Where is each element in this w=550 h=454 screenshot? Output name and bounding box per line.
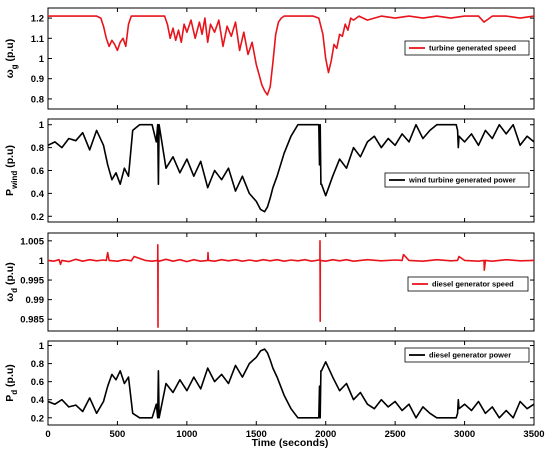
x-tick-label: 1000 — [176, 429, 197, 440]
series-line-1 — [47, 240, 535, 328]
legend: diesel generator speed — [407, 276, 529, 292]
y-tick-label: 0.995 — [20, 276, 44, 287]
y-tick-label: 1 — [39, 341, 45, 352]
y-tick-label: 1 — [39, 54, 45, 65]
legend-box — [384, 172, 530, 188]
y-tick-label: 0.2 — [31, 212, 44, 223]
y-tick-label: 0.4 — [31, 395, 45, 406]
legend-label: turbine generated speed — [429, 44, 517, 53]
x-tick-label: 3500 — [523, 429, 544, 440]
legend-label: wind turbine generated power — [408, 176, 516, 185]
y-tick-label: 1.005 — [20, 236, 44, 247]
x-tick-label: 1500 — [246, 429, 267, 440]
y-tick-label: 0.8 — [31, 143, 44, 154]
y-tick-label: 1 — [39, 120, 45, 131]
y-tick-label: 1 — [39, 256, 45, 267]
y-axis-label: ωd (p.u) — [4, 262, 19, 301]
series-line-1 — [48, 15, 535, 96]
panel-2: 0.2 0.4 0.6 0.8 1 Pwind (p.u) wind turbine gen… — [4, 118, 535, 223]
legend-box — [404, 40, 530, 56]
legend-box — [407, 276, 529, 292]
x-tick-label: 500 — [109, 429, 125, 440]
y-axis-label: Pd (p.u) — [4, 364, 19, 402]
panel-3: 0.985 0.99 0.995 1 1.005 ωd (p.u) diesel gener… — [4, 232, 535, 332]
y-tick-label: 0.9 — [31, 74, 44, 85]
series-line-1 — [47, 123, 535, 213]
legend: wind turbine generated power — [384, 172, 530, 188]
y-tick-label: 0.8 — [31, 359, 44, 370]
y-tick-label: 0.6 — [31, 166, 44, 177]
legend: turbine generated speed — [404, 40, 530, 56]
legend-label: diesel generator speed — [432, 280, 514, 289]
legend: diesel generator power — [404, 347, 530, 363]
x-tick-label: 3000 — [454, 429, 475, 440]
panel-4: 0.2 0.4 0.6 0.8 1 0 500 1000 1500 2000 2500 3000 350… — [4, 340, 545, 440]
panel-1: 0.8 0.9 1 1.1 1.2 ωg (p.u) turbine generated s… — [4, 7, 535, 110]
x-tick-label: 2000 — [315, 429, 336, 440]
y-tick-label: 1.2 — [31, 14, 44, 25]
legend-box — [404, 347, 530, 363]
y-tick-label: 1.1 — [31, 34, 45, 45]
x-tick-label: 0 — [45, 429, 50, 440]
plot-frame — [47, 7, 535, 110]
y-tick-label: 0.8 — [31, 94, 44, 105]
y-axis-label: Pwind (p.u) — [4, 145, 19, 196]
x-tick-label: 2500 — [385, 429, 406, 440]
x-axis-label: Time (seconds) — [252, 437, 329, 449]
y-tick-label: 0.6 — [31, 377, 44, 388]
legend-label: diesel generator power — [429, 351, 511, 360]
plot-frame — [47, 118, 535, 223]
y-tick-label: 0.2 — [31, 413, 44, 424]
y-tick-label: 0.99 — [26, 295, 45, 306]
series-line-1 — [47, 348, 535, 419]
y-axis-label: ωg (p.u) — [4, 39, 19, 78]
y-tick-label: 0.4 — [31, 189, 45, 200]
y-tick-label: 0.985 — [20, 315, 44, 326]
